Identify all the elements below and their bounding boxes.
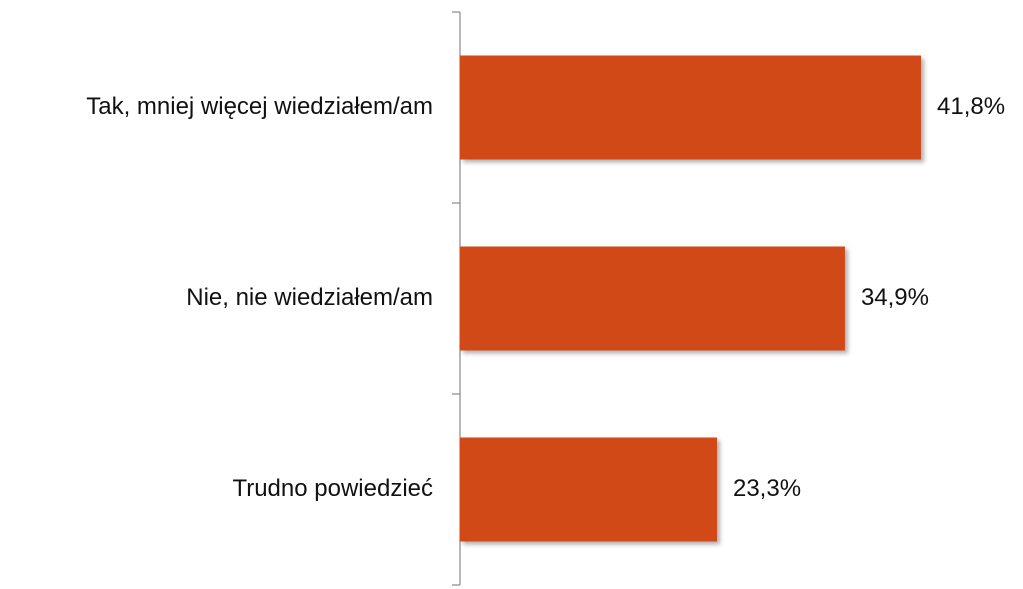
value-label: 41,8% [937, 93, 1005, 120]
y-tick-label: Trudno powiedzieć [232, 475, 433, 502]
value-label: 34,9% [861, 284, 929, 311]
value-label: 23,3% [733, 475, 801, 502]
bar [460, 55, 922, 160]
bar [460, 246, 845, 351]
y-tick-label: Tak, mniej więcej wiedziałem/am [86, 93, 433, 120]
bar [460, 437, 717, 542]
y-tick-label: Nie, nie wiedziałem/am [186, 284, 433, 311]
